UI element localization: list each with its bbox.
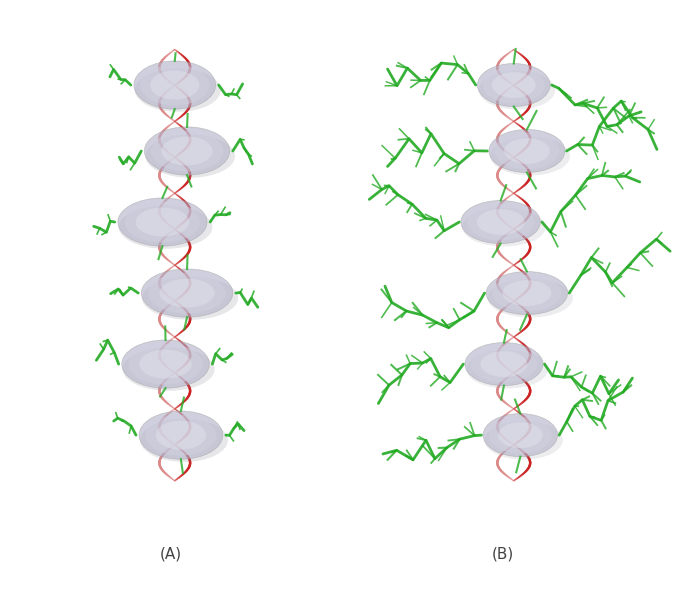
Ellipse shape [118, 198, 207, 246]
Ellipse shape [150, 71, 199, 100]
Ellipse shape [122, 340, 209, 388]
Ellipse shape [139, 411, 223, 459]
Ellipse shape [145, 127, 230, 175]
Ellipse shape [159, 278, 215, 307]
Ellipse shape [129, 344, 203, 385]
Ellipse shape [487, 272, 568, 315]
Text: (A): (A) [160, 547, 182, 562]
Ellipse shape [492, 72, 535, 98]
Ellipse shape [477, 209, 524, 235]
Ellipse shape [134, 61, 215, 109]
Ellipse shape [151, 130, 223, 172]
Ellipse shape [498, 422, 542, 448]
Ellipse shape [140, 65, 210, 106]
Ellipse shape [140, 419, 228, 462]
Ellipse shape [495, 133, 559, 169]
Ellipse shape [461, 201, 540, 243]
Ellipse shape [124, 202, 201, 243]
Ellipse shape [483, 66, 545, 103]
Ellipse shape [483, 414, 558, 457]
Ellipse shape [136, 208, 189, 237]
Ellipse shape [466, 350, 548, 388]
Ellipse shape [156, 420, 206, 449]
Ellipse shape [145, 414, 217, 455]
Ellipse shape [489, 417, 552, 454]
Ellipse shape [504, 138, 549, 164]
Ellipse shape [122, 347, 215, 391]
Ellipse shape [490, 137, 570, 176]
Ellipse shape [148, 272, 226, 313]
Ellipse shape [139, 350, 192, 379]
Ellipse shape [477, 63, 550, 107]
Ellipse shape [503, 280, 552, 306]
Ellipse shape [135, 68, 221, 112]
Ellipse shape [465, 342, 543, 386]
Ellipse shape [161, 137, 212, 165]
Ellipse shape [141, 269, 233, 317]
Ellipse shape [145, 134, 235, 178]
Ellipse shape [142, 277, 238, 320]
Ellipse shape [492, 275, 561, 312]
Ellipse shape [471, 345, 537, 382]
Text: (B): (B) [492, 547, 514, 562]
Ellipse shape [467, 204, 534, 240]
Ellipse shape [489, 129, 565, 173]
Ellipse shape [479, 71, 555, 109]
Ellipse shape [119, 205, 212, 249]
Ellipse shape [484, 421, 563, 460]
Ellipse shape [462, 208, 546, 246]
Ellipse shape [487, 278, 573, 318]
Ellipse shape [480, 351, 527, 377]
